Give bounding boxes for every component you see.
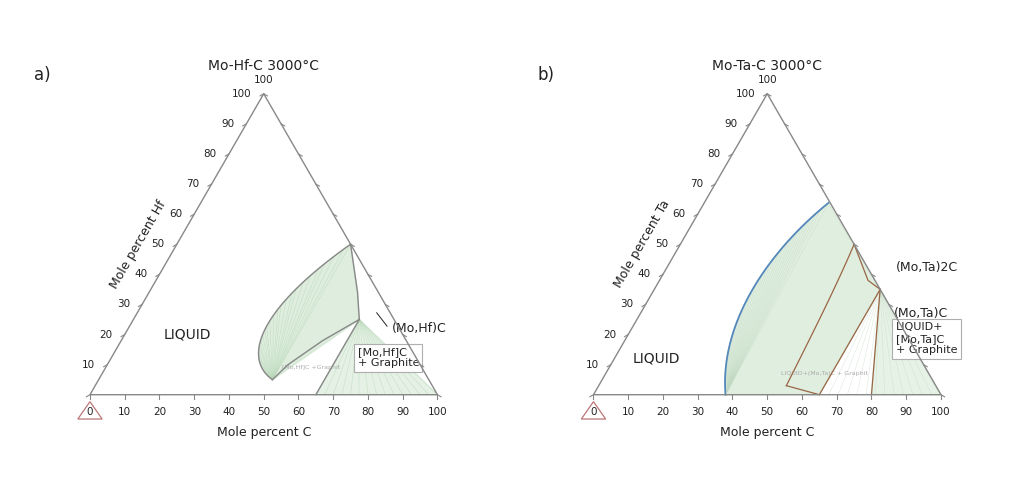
- Text: 30: 30: [187, 407, 201, 417]
- Text: Mole percent C: Mole percent C: [216, 426, 311, 439]
- Polygon shape: [258, 244, 359, 380]
- Text: LIQUID+
[Mo,Ta]C
+ Graphite: LIQUID+ [Mo,Ta]C + Graphite: [896, 322, 957, 356]
- Text: 70: 70: [690, 179, 702, 189]
- Text: LIQUID: LIQUID: [164, 328, 211, 342]
- Text: LIQUID+(Mo,Ta)C + Graphit: LIQUID+(Mo,Ta)C + Graphit: [781, 371, 868, 376]
- Text: 60: 60: [292, 407, 305, 417]
- Text: 100: 100: [735, 89, 755, 99]
- Text: b): b): [538, 66, 555, 84]
- Text: Mole percent Hf: Mole percent Hf: [109, 198, 169, 290]
- Text: 60: 60: [169, 209, 182, 219]
- Text: 90: 90: [725, 119, 737, 129]
- Text: 50: 50: [152, 239, 165, 249]
- Text: 100: 100: [931, 407, 951, 417]
- Text: [Mo,Hf]C
+ Graphite: [Mo,Hf]C + Graphite: [357, 347, 419, 368]
- Text: 50: 50: [655, 239, 669, 249]
- Text: 60: 60: [673, 209, 686, 219]
- Text: 40: 40: [638, 270, 651, 280]
- Text: 80: 80: [708, 149, 720, 159]
- Text: 70: 70: [186, 179, 200, 189]
- Text: 100: 100: [254, 75, 273, 85]
- Text: 40: 40: [134, 270, 147, 280]
- Text: Mo-Hf-C 3000°C: Mo-Hf-C 3000°C: [208, 59, 319, 73]
- Text: 50: 50: [257, 407, 270, 417]
- Text: 100: 100: [428, 407, 447, 417]
- Text: Mole percent C: Mole percent C: [720, 426, 814, 439]
- Text: [Mo,Hf]C +Graphit: [Mo,Hf]C +Graphit: [282, 365, 340, 370]
- Text: 90: 90: [396, 407, 410, 417]
- Text: 70: 70: [327, 407, 340, 417]
- Text: (Mo,Ta)2C: (Mo,Ta)2C: [896, 261, 957, 274]
- Text: 40: 40: [726, 407, 739, 417]
- Text: 100: 100: [758, 75, 777, 85]
- Text: 20: 20: [656, 407, 670, 417]
- Text: 10: 10: [118, 407, 131, 417]
- Text: 50: 50: [761, 407, 774, 417]
- Text: 100: 100: [231, 89, 252, 99]
- Text: 10: 10: [82, 360, 95, 370]
- Text: 80: 80: [865, 407, 878, 417]
- Text: 30: 30: [621, 300, 634, 310]
- Text: a): a): [35, 66, 51, 84]
- Text: (Mo,Ta)C: (Mo,Ta)C: [894, 307, 948, 320]
- Text: 30: 30: [117, 300, 130, 310]
- Text: 90: 90: [900, 407, 912, 417]
- Text: Mole percent Ta: Mole percent Ta: [611, 198, 673, 290]
- Text: 10: 10: [622, 407, 635, 417]
- Text: 30: 30: [691, 407, 705, 417]
- Text: 0: 0: [590, 407, 597, 417]
- Text: 70: 70: [830, 407, 844, 417]
- Text: 80: 80: [361, 407, 375, 417]
- Text: 20: 20: [99, 330, 113, 340]
- Text: 20: 20: [153, 407, 166, 417]
- Text: 0: 0: [87, 407, 93, 417]
- Text: 60: 60: [796, 407, 809, 417]
- Text: (Mo,Hf)C: (Mo,Hf)C: [392, 322, 447, 335]
- Polygon shape: [871, 290, 941, 395]
- Text: LIQUID: LIQUID: [632, 352, 680, 366]
- Text: 20: 20: [603, 330, 616, 340]
- Text: 40: 40: [222, 407, 236, 417]
- Polygon shape: [725, 203, 881, 394]
- Text: 80: 80: [204, 149, 217, 159]
- Text: 90: 90: [221, 119, 234, 129]
- Text: Mo-Ta-C 3000°C: Mo-Ta-C 3000°C: [713, 59, 822, 73]
- Polygon shape: [315, 320, 437, 394]
- Text: 10: 10: [586, 360, 599, 370]
